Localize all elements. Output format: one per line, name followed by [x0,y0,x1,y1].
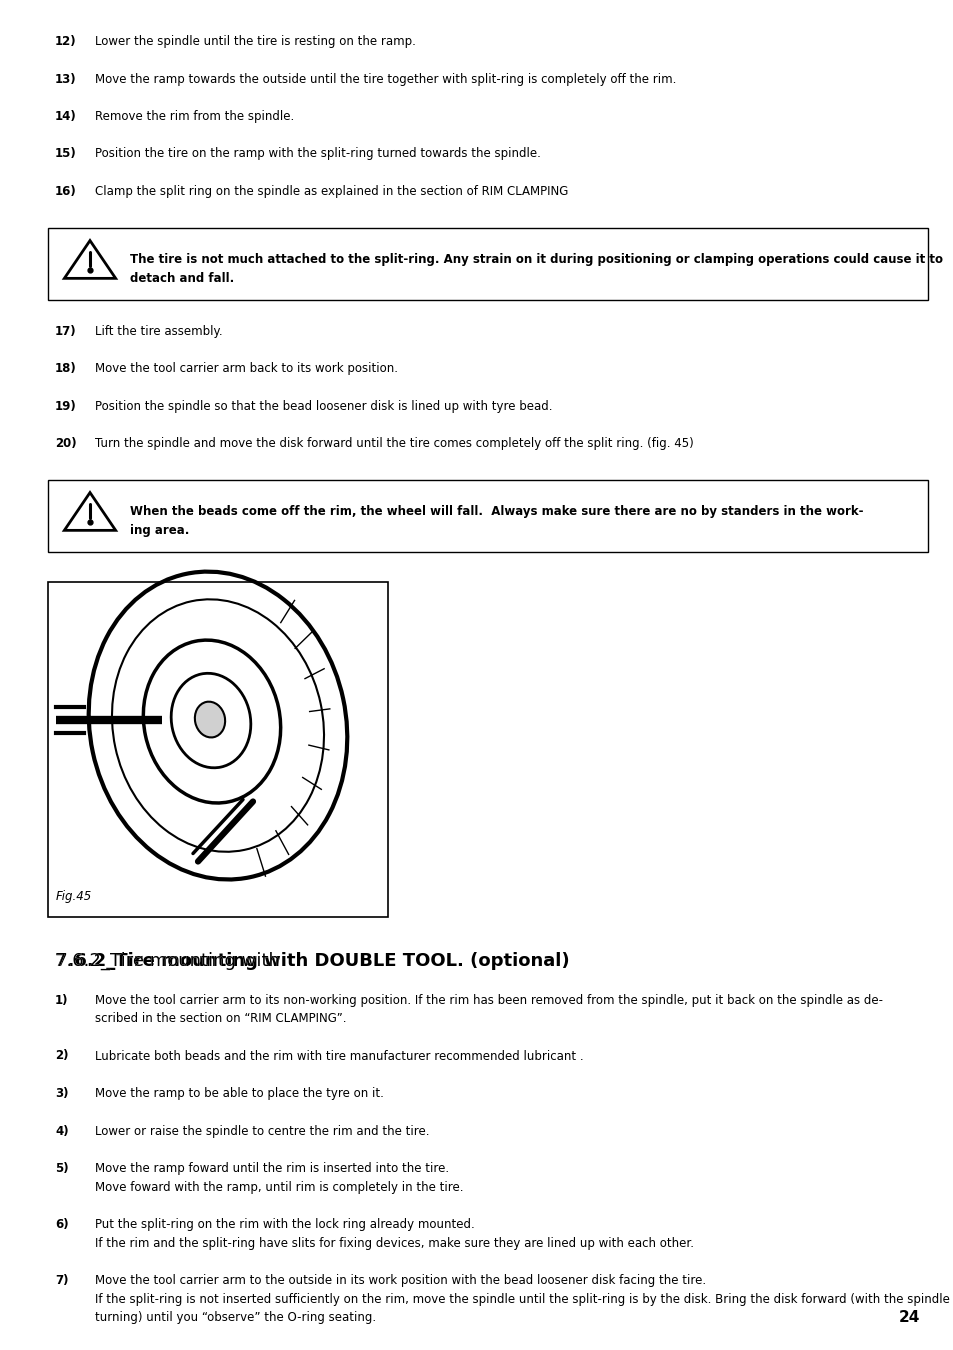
Text: Move foward with the ramp, until rim is completely in the tire.: Move foward with the ramp, until rim is … [95,1180,463,1193]
Text: ing area.: ing area. [130,524,190,537]
FancyBboxPatch shape [48,582,388,917]
Text: Move the ramp to be able to place the tyre on it.: Move the ramp to be able to place the ty… [95,1087,383,1100]
Text: Move the tool carrier arm to the outside in its work position with the bead loos: Move the tool carrier arm to the outside… [95,1274,705,1287]
Text: Lubricate both beads and the rim with tire manufacturer recommended lubricant .: Lubricate both beads and the rim with ti… [95,1049,583,1062]
Text: 16): 16) [55,185,76,198]
Text: 13): 13) [55,73,76,85]
Ellipse shape [194,702,225,737]
Text: turning) until you “observe” the O-ring seating.: turning) until you “observe” the O-ring … [95,1311,375,1324]
FancyBboxPatch shape [48,228,927,300]
Text: Remove the rim from the spindle.: Remove the rim from the spindle. [95,109,294,123]
Polygon shape [64,240,115,278]
Text: Move the ramp foward until the rim is inserted into the tire.: Move the ramp foward until the rim is in… [95,1162,449,1174]
Text: Move the tool carrier arm back to its work position.: Move the tool carrier arm back to its wo… [95,362,397,375]
Text: Clamp the split ring on the spindle as explained in the section of RIM CLAMPING: Clamp the split ring on the spindle as e… [95,185,568,198]
Text: 19): 19) [55,400,76,413]
Text: Turn the spindle and move the disk forward until the tire comes completely off t: Turn the spindle and move the disk forwa… [95,437,693,450]
Text: 2): 2) [55,1049,69,1062]
Text: detach and fall.: detach and fall. [130,271,234,285]
Text: 15): 15) [55,147,76,161]
Text: 7.6.2_Tire mounting with: 7.6.2_Tire mounting with [55,952,285,969]
Text: If the rim and the split-ring have slits for fixing devices, make sure they are : If the rim and the split-ring have slits… [95,1237,693,1250]
Text: Position the tire on the ramp with the split-ring turned towards the spindle.: Position the tire on the ramp with the s… [95,147,540,161]
Text: 7): 7) [55,1274,69,1287]
Text: 7.6.2_Tire mounting with: 7.6.2_Tire mounting with [55,952,285,969]
Text: 18): 18) [55,362,76,375]
Text: Move the tool carrier arm to its non-working position. If the rim has been remov: Move the tool carrier arm to its non-wor… [95,994,882,1007]
Text: Lower the spindle until the tire is resting on the ramp.: Lower the spindle until the tire is rest… [95,35,416,49]
Text: If the split-ring is not inserted sufficiently on the rim, move the spindle unti: If the split-ring is not inserted suffic… [95,1292,949,1305]
FancyBboxPatch shape [48,479,927,552]
Text: Fig.45: Fig.45 [56,890,92,903]
Text: When the beads come off the rim, the wheel will fall.  Always make sure there ar: When the beads come off the rim, the whe… [130,505,862,518]
Text: scribed in the section on “RIM CLAMPING”.: scribed in the section on “RIM CLAMPING”… [95,1012,346,1025]
Text: 24: 24 [898,1310,919,1324]
Text: 6): 6) [55,1218,69,1231]
Text: 3): 3) [55,1087,69,1100]
Text: The tire is not much attached to the split-ring. Any strain on it during positio: The tire is not much attached to the spl… [130,254,942,266]
Text: Lower or raise the spindle to centre the rim and the tire.: Lower or raise the spindle to centre the… [95,1125,429,1138]
Text: 14): 14) [55,109,76,123]
Text: Lift the tire assembly.: Lift the tire assembly. [95,324,222,338]
Text: Put the split-ring on the rim with the lock ring already mounted.: Put the split-ring on the rim with the l… [95,1218,475,1231]
Text: 5): 5) [55,1162,69,1174]
Text: Position the spindle so that the bead loosener disk is lined up with tyre bead.: Position the spindle so that the bead lo… [95,400,552,413]
Text: 1): 1) [55,994,69,1007]
Text: 7.6.2_Tire mounting with DOUBLE TOOL. (optional): 7.6.2_Tire mounting with DOUBLE TOOL. (o… [55,952,569,969]
Text: 17): 17) [55,324,76,338]
Text: 12): 12) [55,35,76,49]
Text: 20): 20) [55,437,76,450]
Polygon shape [64,493,115,531]
Text: Move the ramp towards the outside until the tire together with split-ring is com: Move the ramp towards the outside until … [95,73,676,85]
Text: 4): 4) [55,1125,69,1138]
